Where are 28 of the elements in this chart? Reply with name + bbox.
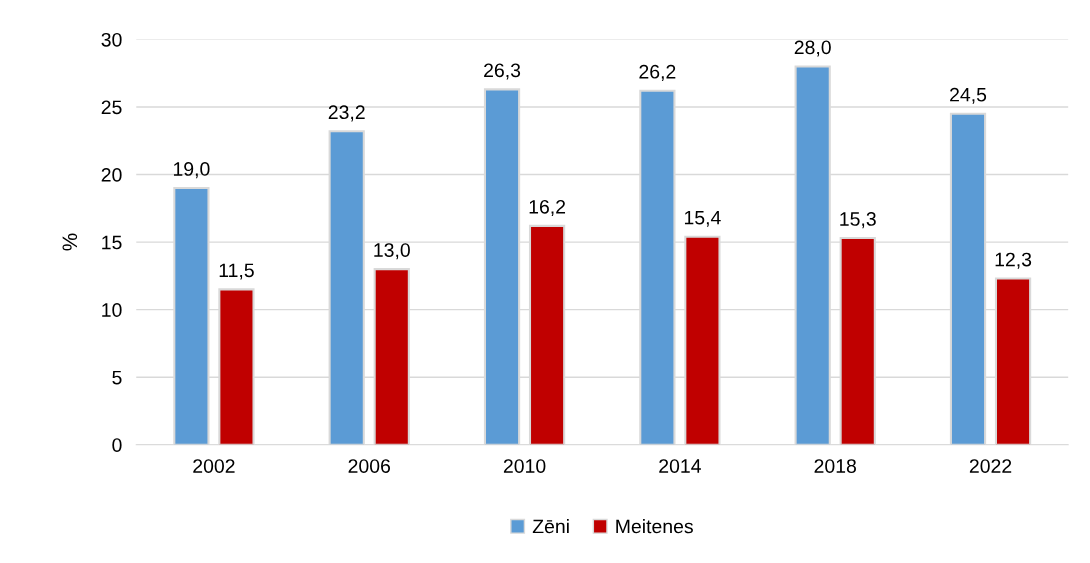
data-label: 15,4 (684, 210, 721, 227)
data-label: 15,3 (840, 212, 876, 229)
data-label: 12,3 (995, 252, 1032, 269)
y-tick-label: 10 (102, 303, 122, 317)
data-label: 19,0 (173, 162, 210, 179)
x-tick-label: 2022 (969, 459, 1012, 473)
data-label: 23,2 (328, 105, 365, 122)
x-tick-label: 2006 (348, 459, 391, 473)
data-label: 26,3 (484, 63, 521, 80)
y-tick-label: 30 (101, 32, 122, 47)
data-label: 13,0 (374, 243, 410, 260)
y-tick-label: 15 (102, 235, 122, 250)
data-label: 28,0 (794, 40, 831, 57)
data-label: 11,5 (219, 263, 254, 280)
data-label: 26,2 (639, 64, 676, 81)
data-label: 24,5 (950, 87, 987, 104)
x-tick-label: 2002 (193, 459, 235, 473)
x-tick-label: 2014 (659, 459, 701, 473)
y-tick-label: 25 (101, 100, 122, 115)
legend-label: Meitenes (616, 519, 693, 534)
y-tick-label: 20 (101, 168, 122, 182)
x-tick-label: 2010 (503, 459, 546, 473)
legend-label: Zēni (532, 519, 569, 534)
y-axis-title: % (62, 233, 78, 251)
data-label: 16,2 (529, 199, 566, 216)
y-tick-label: 5 (112, 370, 122, 385)
x-tick-label: 2018 (814, 459, 856, 473)
y-tick-label: 0 (112, 438, 122, 453)
